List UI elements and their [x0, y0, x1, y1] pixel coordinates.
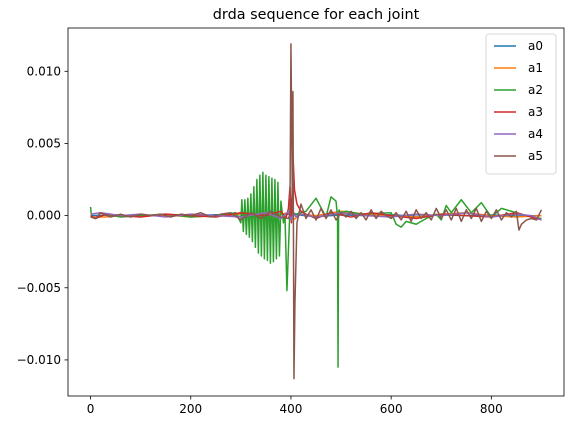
plot-lines — [89, 43, 543, 380]
legend-label-a0: a0 — [528, 39, 543, 53]
legend-label-a5: a5 — [528, 149, 543, 163]
series-line-a2 — [89, 171, 542, 368]
series-line-a5 — [90, 43, 543, 380]
x-axis: 0 200 400 600 800 — [87, 396, 503, 416]
y-tick-label: −0.005 — [17, 281, 61, 295]
y-axis: −0.010 −0.005 0.000 0.005 0.010 — [17, 64, 68, 367]
plot-frame — [67, 27, 565, 397]
legend-label-a4: a4 — [528, 127, 543, 141]
legend-label-a3: a3 — [528, 105, 543, 119]
x-tick-label: 400 — [279, 402, 302, 416]
y-tick-label: −0.010 — [17, 353, 61, 367]
y-tick-label: 0.005 — [27, 136, 61, 150]
chart-title: drda sequence for each joint — [213, 7, 420, 23]
legend-label-a2: a2 — [528, 83, 543, 97]
x-tick-label: 600 — [380, 402, 403, 416]
x-tick-label: 0 — [87, 402, 95, 416]
x-tick-label: 200 — [179, 402, 202, 416]
legend: a0 a1 a2 a3 a4 a5 — [485, 33, 557, 175]
legend-label-a1: a1 — [528, 61, 543, 75]
x-tick-label: 800 — [480, 402, 503, 416]
y-tick-label: 0.010 — [27, 64, 61, 78]
legend-box — [485, 33, 557, 175]
y-tick-label: 0.000 — [27, 209, 61, 223]
